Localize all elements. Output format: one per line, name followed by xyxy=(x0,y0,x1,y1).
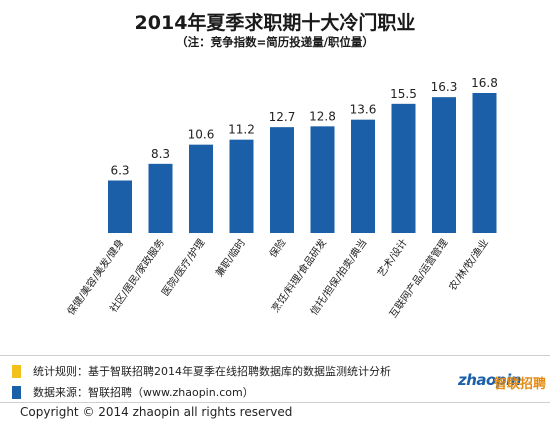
data-label-5: 12.7 xyxy=(269,110,296,124)
bar-1 xyxy=(108,180,132,233)
note-rule-swatch xyxy=(12,364,21,378)
note-rule-text: 统计规则：基于智联招聘2014年夏季在线招聘数据库的数据监测统计分析 xyxy=(33,365,391,378)
data-label-2: 8.3 xyxy=(151,147,170,161)
bar-6 xyxy=(310,126,335,233)
data-label-3: 10.6 xyxy=(188,128,215,142)
data-label-9: 16.3 xyxy=(431,80,458,94)
zhaopin-logo: zhaopin 智联招聘 xyxy=(458,371,546,399)
bar-7 xyxy=(351,119,375,233)
data-label-4: 11.2 xyxy=(228,123,255,137)
data-label-7: 13.6 xyxy=(350,103,377,117)
category-label-5: 保险 xyxy=(266,236,288,260)
copyright-divider xyxy=(0,402,550,403)
footer-divider xyxy=(0,355,550,356)
category-label-8: 艺术/设计 xyxy=(374,236,410,279)
bar-9 xyxy=(432,97,456,234)
chart-subtitle: （注：竞争指数=简历投递量/职位量） xyxy=(176,35,374,49)
bar-8 xyxy=(391,103,416,233)
category-label-10: 农/林/牧/渔业 xyxy=(446,236,491,293)
copyright-text: Copyright © 2014 zhaopin all rights rese… xyxy=(20,405,293,419)
category-label-4: 兼职/临时 xyxy=(212,236,248,279)
data-label-8: 15.5 xyxy=(390,87,417,101)
data-label-1: 6.3 xyxy=(110,164,129,178)
bar-4 xyxy=(229,139,254,233)
bar-2 xyxy=(148,163,173,233)
category-label-3: 医院/医疗/护理 xyxy=(159,236,208,298)
bar-3 xyxy=(189,144,213,233)
note-source-text: 数据来源：智联招聘（www.zhaopin.com） xyxy=(33,386,254,399)
data-label-6: 12.8 xyxy=(309,109,336,123)
note-rule: 统计规则：基于智联招聘2014年夏季在线招聘数据库的数据监测统计分析 xyxy=(12,362,391,380)
chart-title: 2014年夏季求职期十大冷门职业 xyxy=(134,12,416,34)
bar-5 xyxy=(270,127,294,233)
bar-chart: 6.3保健/美容/美发/健身8.3社区/居民/家政服务10.6医院/医疗/护理1… xyxy=(64,76,498,320)
note-source: 数据来源：智联招聘（www.zhaopin.com） xyxy=(12,383,254,401)
data-label-10: 16.8 xyxy=(471,76,498,90)
logo-wordmark: zhaopin xyxy=(458,371,521,389)
bar-10 xyxy=(472,93,497,233)
logo-cn: 智联招聘 xyxy=(494,377,547,392)
note-source-swatch xyxy=(12,385,21,399)
